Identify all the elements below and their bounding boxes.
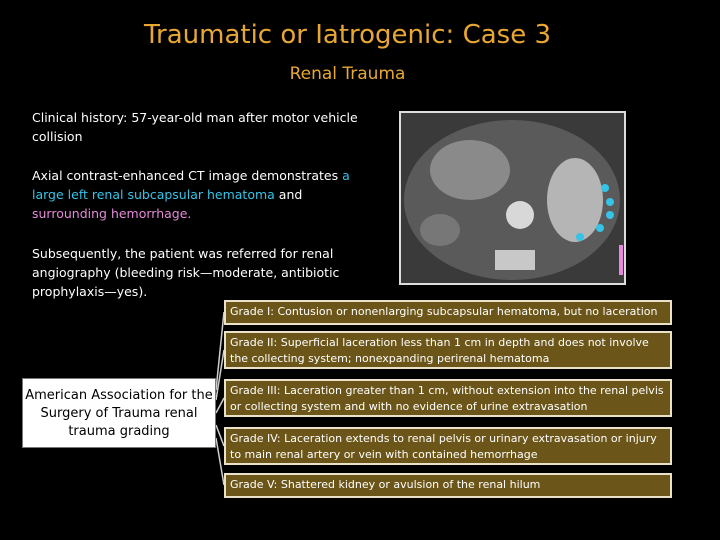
grade-box: Grade V: Shattered kidney or avulsion of… [224,473,672,498]
text: and [274,187,303,202]
title: Traumatic or Iatrogenic: Case 3 [143,20,552,50]
grading-label: American Association for the Surgery of … [22,378,216,448]
text: Axial contrast-enhanced CT image demonst… [32,168,343,183]
grade-box: Grade I: Contusion or nonenlarging subca… [224,300,672,325]
grade-box: Grade II: Superficial laceration less th… [224,331,672,369]
connectors [215,311,225,486]
highlight: a large left renal subcapsular hematoma [32,168,350,202]
grade-box: Grade IV: Laceration extends to renal pe… [224,427,672,465]
ct-image [399,111,626,285]
clinical-history: Clinical history: 57-year-old man after … [32,110,358,144]
ct-description: Axial contrast-enhanced CT image demonst… [32,166,377,223]
highlight: surrounding hemorrhage. [32,206,192,221]
grade-box: Grade III: Laceration greater than 1 cm,… [224,379,672,417]
subsequent-text: Subsequently, the patient was referred f… [32,246,340,299]
subtitle: Renal Trauma [289,64,406,84]
